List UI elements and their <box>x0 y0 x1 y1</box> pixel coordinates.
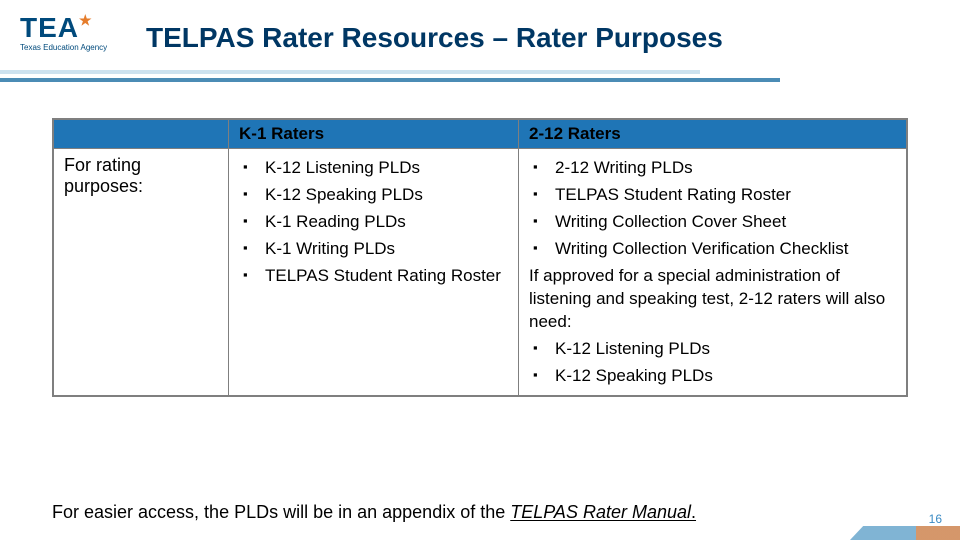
cell-k1: K-12 Listening PLDs K-12 Speaking PLDs K… <box>229 149 519 396</box>
footnote: For easier access, the PLDs will be in a… <box>52 501 908 524</box>
logo-text-inner: TEA <box>20 12 79 43</box>
list-item: TELPAS Student Rating Roster <box>529 182 896 209</box>
list-item: K-12 Speaking PLDs <box>239 182 508 209</box>
list-item: K-12 Listening PLDs <box>239 155 508 182</box>
header-blank <box>54 120 229 149</box>
list-item: K-1 Writing PLDs <box>239 236 508 263</box>
list-item: K-1 Reading PLDs <box>239 209 508 236</box>
logo-tagline: Texas Education Agency <box>20 44 130 52</box>
header: TEA★ Texas Education Agency TELPAS Rater… <box>0 0 960 70</box>
accent-bar-light <box>0 70 700 74</box>
list-item: K-12 Speaking PLDs <box>529 363 896 390</box>
corner-accent <box>850 526 960 540</box>
header-k1: K-1 Raters <box>229 120 519 149</box>
212-list-a: 2-12 Writing PLDs TELPAS Student Rating … <box>529 155 896 263</box>
list-item: 2-12 Writing PLDs <box>529 155 896 182</box>
star-icon: ★ <box>79 12 93 28</box>
footnote-pre: For easier access, the PLDs will be in a… <box>52 502 510 522</box>
row-label: For rating purposes: <box>54 149 229 396</box>
k1-list: K-12 Listening PLDs K-12 Speaking PLDs K… <box>239 155 508 290</box>
resources-table: K-1 Raters 2-12 Raters For rating purpos… <box>52 118 908 397</box>
footnote-italic: TELPAS Rater Manual <box>510 502 691 522</box>
list-item: Writing Collection Cover Sheet <box>529 209 896 236</box>
slide: TEA★ Texas Education Agency TELPAS Rater… <box>0 0 960 540</box>
list-item: Writing Collection Verification Checklis… <box>529 236 896 263</box>
accent-bar-dark <box>0 78 780 82</box>
cell-212: 2-12 Writing PLDs TELPAS Student Rating … <box>519 149 907 396</box>
footnote-post: . <box>691 502 696 522</box>
tea-logo: TEA★ Texas Education Agency <box>20 12 130 64</box>
page-title: TELPAS Rater Resources – Rater Purposes <box>146 22 723 54</box>
table-row: For rating purposes: K-12 Listening PLDs… <box>54 149 907 396</box>
list-item: TELPAS Student Rating Roster <box>239 263 508 290</box>
212-list-b: K-12 Listening PLDs K-12 Speaking PLDs <box>529 336 896 390</box>
list-item: K-12 Listening PLDs <box>529 336 896 363</box>
212-note: If approved for a special administration… <box>529 263 896 336</box>
logo-text: TEA★ <box>20 12 93 43</box>
header-212: 2-12 Raters <box>519 120 907 149</box>
table-header-row: K-1 Raters 2-12 Raters <box>54 120 907 149</box>
page-number: 16 <box>929 512 942 526</box>
